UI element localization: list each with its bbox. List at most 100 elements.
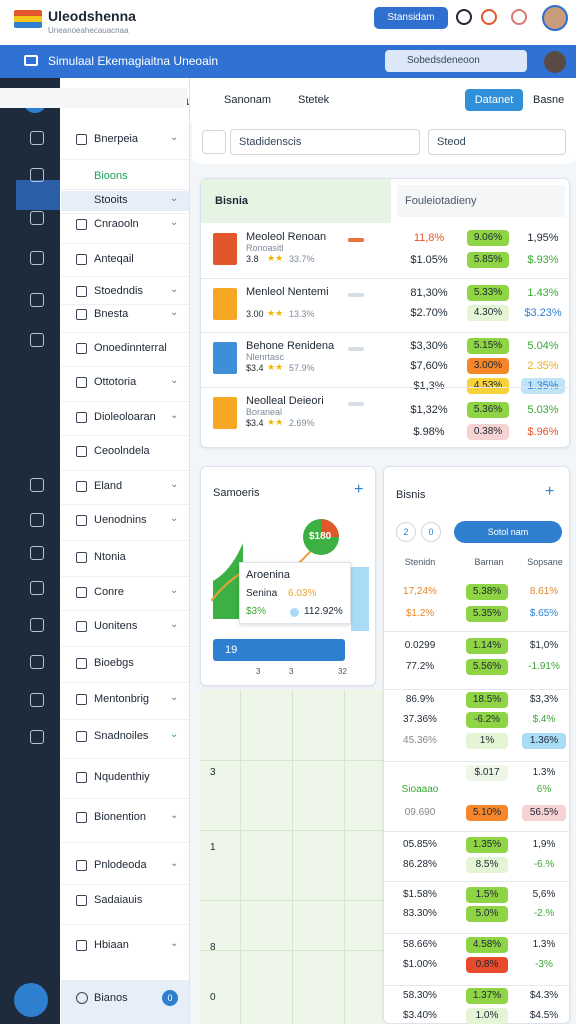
- menu-item[interactable]: Ottotoria ⌄: [76, 375, 186, 391]
- search-button[interactable]: [202, 130, 226, 154]
- menu-item[interactable]: Uonitens ⌄: [76, 619, 186, 635]
- rail-icon[interactable]: [30, 168, 44, 182]
- menu-item[interactable]: Snadnoiles ⌄: [76, 729, 186, 745]
- item-share: 2.69%: [289, 418, 315, 428]
- menu-item[interactable]: Bioebgs: [76, 656, 186, 672]
- cell-badge: 1.35%: [466, 837, 508, 853]
- table-button[interactable]: Sotol nam: [454, 521, 562, 543]
- menu-item[interactable]: Bnerpeia ⌄: [76, 132, 186, 148]
- menu-divider: [61, 504, 189, 505]
- cell-badge: 5.56%: [466, 659, 508, 675]
- rail-icon[interactable]: [30, 546, 44, 560]
- item-thumb: [213, 288, 237, 320]
- item-name: Menleol Nentemi: [246, 286, 329, 298]
- menu-item[interactable]: Ntonia: [76, 550, 186, 566]
- header-icon[interactable]: [456, 9, 472, 25]
- item-name: Meoleol Renoan: [246, 231, 327, 243]
- menu-label: Bnesta: [94, 308, 129, 320]
- secondary-button[interactable]: Basne: [533, 94, 565, 106]
- cell-badge: 4.58%: [466, 937, 508, 953]
- menu-item[interactable]: Stoedndis ⌄: [76, 284, 186, 300]
- menu-chevron: ⌄: [170, 479, 179, 490]
- avatar[interactable]: [542, 5, 568, 31]
- menu-icon: [76, 812, 87, 823]
- row-divider: [384, 881, 571, 882]
- menu-divider: [61, 158, 189, 160]
- row-divider: [384, 933, 571, 934]
- menu-item[interactable]: Bioons: [76, 169, 186, 185]
- menu-chevron: ⌄: [170, 692, 179, 703]
- menu-item[interactable]: Bnesta ⌄: [76, 307, 186, 323]
- search-input[interactable]: Stadidenscis: [230, 129, 420, 155]
- item-thumb: [213, 233, 237, 265]
- pill[interactable]: 2: [396, 522, 416, 542]
- chart-add[interactable]: +: [354, 481, 364, 498]
- cell-left: 0.0299: [404, 640, 436, 651]
- rail-icon[interactable]: [30, 251, 44, 265]
- menu-item[interactable]: Eland ⌄: [76, 479, 186, 495]
- filter-input[interactable]: Steod: [428, 129, 566, 155]
- menu-item[interactable]: Dioleoloaran ⌄: [76, 410, 186, 426]
- pill[interactable]: 0: [421, 522, 441, 542]
- menu-divider: [61, 303, 189, 305]
- menu-panel: [60, 78, 190, 1024]
- menu-item[interactable]: Mentonbrig ⌄: [76, 692, 186, 708]
- rail-icon[interactable]: [30, 581, 44, 595]
- menu-chevron: ⌄: [170, 132, 179, 143]
- header-button[interactable]: Stansidam: [374, 7, 448, 29]
- column-header: Sopsane: [527, 557, 563, 567]
- banner-search[interactable]: Sobedsdeneoon: [385, 50, 527, 72]
- cell-badge: 1.37%: [466, 988, 508, 1004]
- menu-item[interactable]: Nqudenthiy: [76, 770, 186, 786]
- rail-icon[interactable]: [30, 333, 44, 347]
- list-dropdown[interactable]: Fouleiotadieny: [397, 185, 565, 217]
- rail-icon[interactable]: [30, 513, 44, 527]
- item-sub: Nlenrtasc: [246, 352, 285, 362]
- menu-item[interactable]: Cnraooln ⌄: [76, 217, 186, 233]
- rail-icon[interactable]: [30, 730, 44, 744]
- menu-chevron: ⌄: [170, 375, 179, 386]
- menu-icon: [76, 731, 87, 742]
- page-tab[interactable]: Stetek: [298, 94, 330, 106]
- rail-icon[interactable]: [30, 618, 44, 632]
- rail-icon[interactable]: [30, 293, 44, 307]
- chart-card: Samoeris + $180 Aroenina Senina 6.03% $3% 112.9…: [200, 466, 376, 686]
- cell-badge: 5.15%: [467, 338, 509, 354]
- menu-chevron: ⌄: [170, 810, 179, 821]
- menu-divider: [61, 798, 189, 799]
- menu-item[interactable]: Pnlodeoda ⌄: [76, 858, 186, 874]
- header-icon[interactable]: [511, 9, 527, 25]
- menu-item[interactable]: Sadaiauis: [76, 893, 186, 909]
- menu-item[interactable]: Bionention ⌄: [76, 810, 186, 826]
- rail-icon[interactable]: [30, 655, 44, 669]
- header-icon[interactable]: [481, 9, 497, 25]
- menu-item[interactable]: Stooits ⌄: [76, 193, 186, 209]
- menu-item[interactable]: Ceoolndela: [76, 444, 186, 460]
- menu-item[interactable]: Conre ⌄: [76, 585, 186, 601]
- menu-label: Stoedndis: [94, 285, 143, 297]
- primary-button[interactable]: Datanet: [465, 89, 523, 111]
- menu-divider: [61, 276, 189, 277]
- page-tab[interactable]: Sanonam: [224, 94, 272, 106]
- rail-icon[interactable]: [30, 693, 44, 707]
- menu-item[interactable]: Hbiaan ⌄: [76, 938, 186, 954]
- cell-left: 58.30%: [403, 990, 437, 1001]
- rail-bottom[interactable]: [14, 983, 48, 1017]
- cell-left: $3,30%: [410, 340, 448, 352]
- menu-item[interactable]: Anteqail: [76, 252, 186, 268]
- cell-badge: 1%: [466, 733, 508, 749]
- rail-icon[interactable]: [30, 131, 44, 145]
- menu-chevron: ⌄: [170, 938, 179, 949]
- axis-label: 3: [289, 667, 294, 676]
- donut-label: $180: [309, 531, 332, 542]
- rail-icon[interactable]: [30, 478, 44, 492]
- rail-icon[interactable]: [30, 211, 44, 225]
- menu-item[interactable]: Uenodnins ⌄: [76, 513, 186, 529]
- menu-icon: [76, 860, 87, 871]
- menu-item[interactable]: Onoedinnterral: [76, 341, 186, 357]
- menu-icon: [76, 286, 87, 297]
- table-add[interactable]: +: [545, 483, 555, 500]
- menu-label: Cnraooln: [94, 218, 139, 230]
- cell-badge: 0.8%: [466, 957, 508, 973]
- cell-badge: 5.38%: [466, 584, 508, 600]
